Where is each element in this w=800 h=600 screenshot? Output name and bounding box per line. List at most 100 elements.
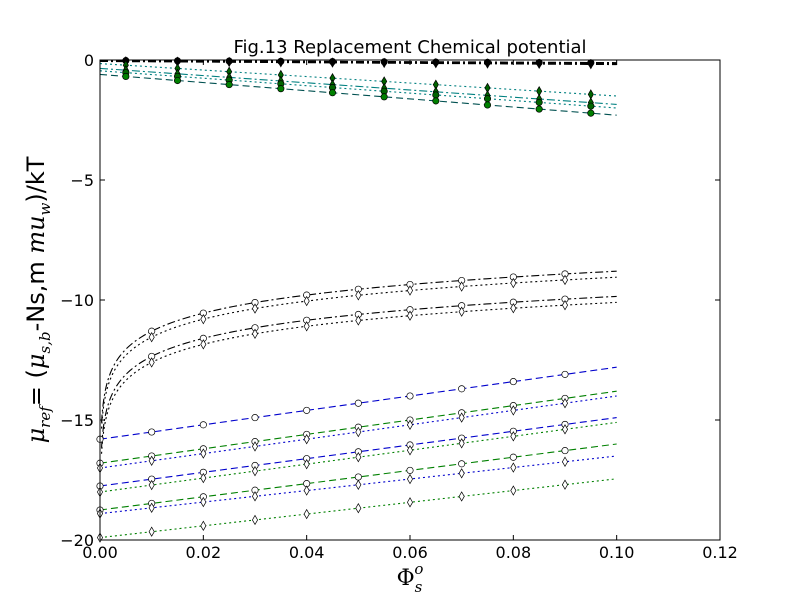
data-point-s12-p7 [458, 412, 465, 423]
data-point-s17-p9 [561, 479, 569, 490]
x-tick-label: 0.02 [186, 543, 222, 562]
ylabel-mu3: mu [22, 215, 50, 253]
y-tick-label: −5 [70, 171, 94, 190]
data-point-s17-p5 [355, 503, 362, 514]
data-point-s7-p8 [561, 274, 569, 286]
x-tick-label: 0.10 [599, 543, 635, 562]
data-point-s7-p3 [303, 295, 310, 307]
x-tick-label: 0.04 [289, 543, 325, 562]
data-point-s4-p9 [587, 102, 595, 110]
data-point-s10-p4 [303, 406, 311, 414]
ylabel-mid: -Ns,m [22, 254, 50, 332]
data-point-s9-p7 [510, 303, 517, 314]
data-point-s14-p5 [355, 452, 362, 463]
plot-markers [96, 56, 595, 543]
data-point-s16-p6 [406, 473, 414, 485]
data-point-s10-p2 [199, 421, 207, 429]
y-axis-label: μref= (μs,b-Ns,m muw)/kT [22, 156, 54, 443]
data-point-s14-p7 [458, 438, 465, 449]
data-point-s9-p8 [561, 299, 569, 311]
data-point-s16-p7 [458, 468, 465, 479]
x-tick-label: 0.12 [702, 543, 738, 562]
data-point-s14-p2 [200, 472, 207, 484]
y-tick-label: −15 [60, 411, 94, 430]
data-point-s12-p9 [561, 398, 569, 409]
x-tick-label: 0.08 [496, 543, 532, 562]
data-point-s9-p6 [458, 306, 465, 317]
data-point-s17-p7 [458, 491, 465, 502]
y-tick-label: −10 [60, 291, 94, 310]
data-point-s10-p3 [251, 414, 259, 422]
data-point-s5-p0 [122, 72, 130, 80]
data-point-s1-p6 [432, 58, 439, 69]
series-line-5 [99, 73, 617, 116]
ylabel-mu2: μ [22, 353, 50, 369]
data-point-s5-p8 [535, 105, 543, 113]
series-line-3 [99, 67, 617, 105]
data-point-s10-p6 [406, 392, 414, 400]
data-point-s12-p6 [406, 419, 414, 430]
data-point-s14-p6 [406, 445, 414, 456]
data-point-s5-p9 [587, 109, 595, 117]
y-tick-label: −20 [60, 531, 94, 550]
data-point-s15-p9 [561, 447, 569, 455]
ylabel-ref-sub: ref [36, 404, 54, 428]
data-point-s10-p9 [561, 370, 569, 378]
data-point-s10-p7 [458, 385, 466, 393]
data-point-s1-p9 [587, 58, 594, 70]
ylabel-close: )/kT [22, 156, 50, 202]
data-point-s1-p7 [484, 58, 491, 69]
x-axis-label: Φso [397, 560, 424, 596]
data-point-s15-p6 [406, 466, 414, 474]
data-point-s7-p7 [510, 277, 517, 289]
series-line-4 [99, 70, 617, 109]
ylabel-w-sub: w [36, 202, 54, 215]
data-point-s5-p2 [225, 81, 233, 89]
data-point-s12-p1 [148, 455, 155, 466]
series-line-7 [101, 276, 617, 429]
data-point-s10-p1 [148, 428, 156, 436]
x-tick-label: 0.06 [392, 543, 428, 562]
series-line-1 [99, 60, 617, 66]
series-line-16 [99, 455, 617, 515]
data-point-s16-p3 [251, 491, 259, 502]
data-point-s10-p8 [509, 378, 517, 386]
ylabel-mu: μ [22, 428, 50, 444]
data-point-s15-p5 [354, 473, 362, 481]
chart-title: Fig.13 Replacement Chemical potential [233, 37, 586, 58]
series-line-15 [99, 443, 617, 511]
y-axis: 0 −5 −10 −15 −20 [60, 51, 720, 550]
data-point-s14-p9 [561, 424, 569, 435]
data-point-s5-p4 [328, 89, 337, 97]
data-point-s17-p4 [303, 508, 310, 520]
data-point-s4-p7 [483, 95, 492, 103]
series-line-0 [99, 59, 617, 64]
data-point-s17-p8 [510, 485, 517, 496]
data-point-s16-p5 [355, 479, 362, 490]
data-point-s1-p8 [536, 58, 543, 70]
data-point-s9-p2 [251, 328, 259, 339]
data-point-s5-p6 [432, 97, 440, 105]
data-point-s7-p5 [406, 285, 414, 296]
data-point-s4-p6 [432, 91, 440, 99]
series-line-8 [101, 295, 617, 448]
data-point-s14-p8 [510, 431, 517, 442]
data-point-s10-p5 [354, 399, 362, 407]
data-point-s14-p1 [148, 479, 155, 491]
xlabel-sub: s [415, 578, 423, 596]
series-line-11 [99, 390, 617, 464]
data-point-s9-p1 [200, 339, 207, 350]
ylabel-eq: = ( [22, 369, 50, 406]
data-point-s5-p3 [277, 85, 285, 93]
data-point-s12-p5 [355, 426, 362, 438]
data-point-s9-p5 [406, 310, 414, 321]
data-point-s7-p0 [148, 332, 155, 343]
series-line-13 [99, 417, 617, 487]
data-point-s14-p3 [251, 465, 259, 477]
series-line-6 [101, 270, 617, 423]
data-point-s5-p7 [483, 101, 492, 109]
data-point-s7-p2 [251, 303, 259, 314]
data-point-s14-p4 [303, 458, 310, 470]
series-line-9 [101, 301, 617, 454]
